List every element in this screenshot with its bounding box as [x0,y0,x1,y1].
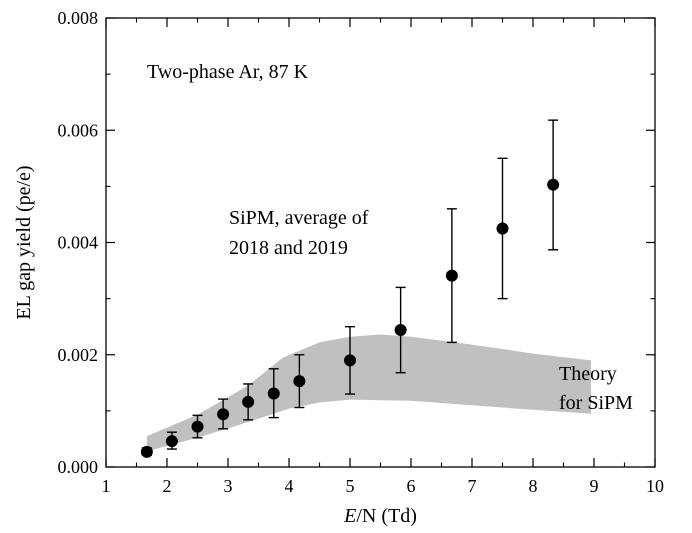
y-tick-label: 0.006 [58,120,99,140]
data-point-group [445,208,458,344]
data-point-group [217,398,230,430]
series-annotation-line2: 2018 and 2019 [229,237,348,259]
x-tick-label: 4 [285,476,294,496]
data-point [394,324,407,337]
y-tick-label: 0.000 [58,457,99,477]
theory-annotation-line2: for SiPM [559,392,633,414]
y-tick-label: 0.008 [58,8,99,28]
x-tick-label: 8 [529,476,538,496]
x-tick-label: 7 [468,476,477,496]
x-tick-label: 10 [646,476,664,496]
data-points-layer [140,119,560,458]
data-point [547,178,560,191]
data-point-group [242,383,255,421]
data-point-group [394,286,407,374]
series-annotation-line1: SiPM, average of [229,207,369,229]
data-point-group [293,354,306,409]
x-tick-label: 2 [163,476,172,496]
data-point-group [344,325,356,395]
data-point [217,408,230,421]
data-point-group [140,445,153,458]
x-axis-title-italic: E [343,505,356,527]
x-tick-label: 3 [224,476,233,496]
data-point [496,222,509,235]
data-point [140,445,153,458]
data-point-group [496,157,509,300]
y-tick-label: 0.002 [58,345,99,365]
data-point [293,375,306,388]
data-point [191,420,204,433]
data-point [267,387,280,400]
data-point-group [267,368,280,419]
x-axis-title-rest: /N (Td) [356,505,417,527]
condition-annotation: Two-phase Ar, 87 K [147,61,309,83]
y-axis-title: EL gap yield (pe/e) [13,165,35,319]
theory-band-layer [146,334,591,452]
data-point [165,435,178,448]
data-point-group [191,414,204,439]
data-point [445,269,458,282]
x-tick-label: 6 [407,476,416,496]
axis-ticks-layer: 1 2 3 4 5 6 7 8 9 10 0.000 0.002 0.004 0.006 0.008 [58,8,665,496]
theory-annotation-line1: Theory [559,363,617,385]
x-tick-label: 5 [346,476,355,496]
y-tick-label: 0.004 [58,233,99,253]
x-tick-label: 1 [102,476,111,496]
data-point [242,395,255,408]
x-axis-title: E/N (Td) [343,505,417,527]
data-point-group [547,119,560,251]
data-point-group [165,431,178,450]
theory-band [146,334,591,452]
data-point [344,354,356,367]
x-tick-label: 9 [590,476,599,496]
